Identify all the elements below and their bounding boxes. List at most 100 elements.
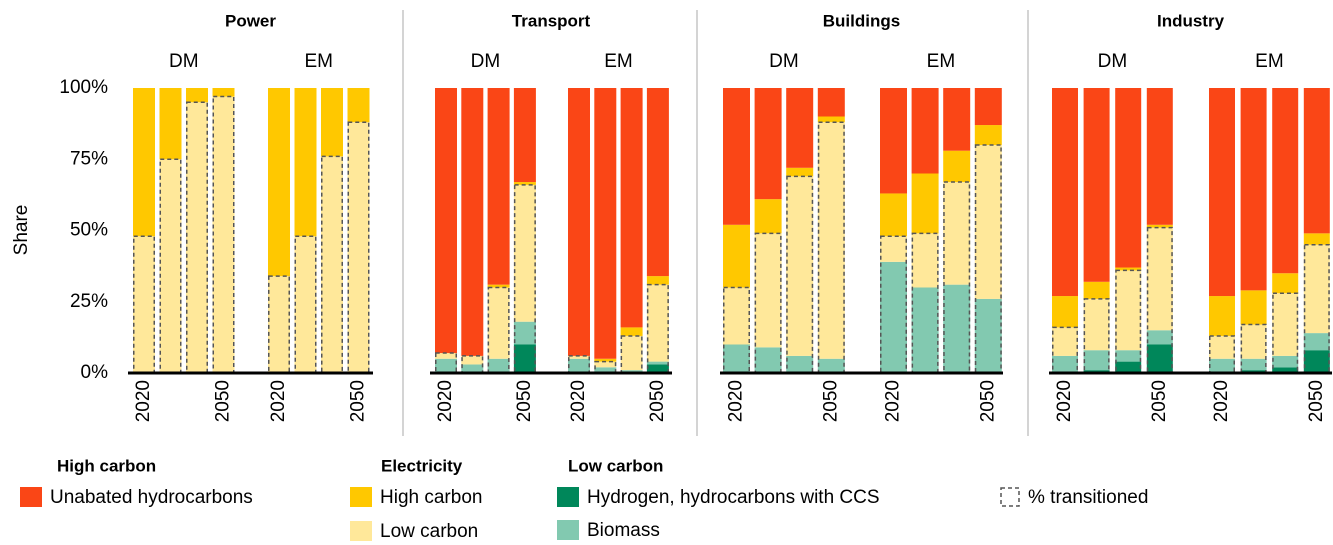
x-tick-label: 2050 (1149, 380, 1170, 422)
legend-group-header: Electricity (381, 456, 463, 475)
transitioned-outline (568, 355, 590, 374)
bar-segment (754, 347, 782, 373)
bar-segment (347, 122, 370, 373)
bar-segment (568, 88, 590, 356)
bar-segment (620, 88, 643, 328)
bar-segment (186, 102, 208, 373)
bar-segment (1146, 330, 1173, 345)
group-label: DM (169, 51, 199, 72)
bar-segment (880, 193, 907, 237)
legend-label: Biomass (587, 520, 660, 541)
bar-segment (1115, 88, 1142, 268)
x-tick-label: 2020 (435, 380, 456, 422)
bar-segment (1083, 88, 1110, 282)
bar-segment (1115, 270, 1142, 351)
bar-segment (1052, 355, 1078, 373)
bar-segment (321, 156, 343, 373)
bar-segment (1146, 344, 1173, 373)
legend-label: High carbon (380, 487, 482, 508)
transitioned-outline (620, 335, 643, 374)
bar-segment (1272, 88, 1299, 274)
bar-segment (620, 335, 643, 371)
bar-segment (513, 321, 536, 345)
panel-title: Buildings (823, 11, 900, 30)
bar-segment (880, 88, 907, 194)
legend-label: % transitioned (1028, 487, 1148, 508)
group-label: DM (769, 51, 799, 72)
bar-segment (1303, 350, 1330, 373)
panel-title: Transport (512, 11, 591, 30)
x-tick-label: 2020 (568, 380, 589, 422)
bar-segment (1115, 361, 1142, 373)
bar-segment (1115, 267, 1142, 271)
bar-segment (880, 261, 907, 373)
transitioned-outline (943, 181, 971, 374)
bar-segment (487, 88, 510, 285)
bar-segment (1209, 335, 1235, 359)
bar-segment (754, 233, 782, 348)
bar-segment (1272, 367, 1299, 373)
x-tick-label: 2020 (1211, 380, 1232, 422)
bar-segment (943, 284, 971, 373)
bar-segment (974, 145, 1002, 299)
bar-segment (817, 122, 845, 359)
bar-segment (594, 367, 617, 373)
bar-segment (754, 88, 782, 200)
bar-segment (186, 88, 208, 103)
bar-segment (513, 344, 536, 373)
bar-segment (568, 358, 590, 373)
bar-segment (212, 96, 235, 374)
y-tick-label: 50% (70, 220, 108, 241)
bar-segment (1303, 333, 1330, 351)
legend-swatch (557, 520, 579, 540)
legend-swatch (557, 487, 579, 507)
bar-segment (321, 88, 343, 157)
legend-label: Hydrogen, hydrocarbons with CCS (587, 487, 880, 508)
bar-segment (817, 116, 845, 123)
bar-segment (212, 88, 235, 97)
bar-segment (723, 344, 750, 373)
bar-segment (513, 184, 536, 322)
bar-segment (786, 355, 814, 373)
legend-swatch (1000, 487, 1020, 507)
bar-segment (943, 150, 971, 183)
bar-segment (487, 287, 510, 359)
x-tick-label: 2050 (1306, 380, 1327, 422)
bar-segment (1115, 350, 1142, 362)
x-tick-label: 2050 (213, 380, 234, 422)
bar-segment (646, 364, 669, 373)
bar-segment (133, 88, 155, 237)
bar-segment (817, 358, 845, 373)
bar-segment (911, 88, 939, 174)
transitioned-outline (159, 158, 182, 374)
bar-segment (1272, 293, 1299, 356)
bar-segment (268, 88, 290, 277)
legend-label: Unabated hydrocarbons (50, 487, 253, 508)
bar-segment (1052, 327, 1078, 356)
bar-segment (646, 88, 669, 277)
transitioned-outline (1272, 292, 1299, 374)
bar-segment (513, 88, 536, 183)
bar-segment (646, 361, 669, 365)
bar-segment (786, 88, 814, 168)
bar-segment (1209, 358, 1235, 373)
bar-segment (1240, 88, 1267, 291)
group-label: EM (305, 51, 334, 72)
x-tick-label: 2020 (726, 380, 747, 422)
bar-segment (1240, 290, 1267, 325)
bar-segment (1240, 358, 1267, 371)
panel-title: Power (225, 11, 276, 30)
bar-segment (461, 355, 484, 365)
bar-segment (1146, 224, 1173, 228)
bar-segment (294, 236, 317, 373)
bar-segment (974, 88, 1002, 126)
bar-segment (1083, 281, 1110, 299)
legend-group-header: Low carbon (568, 456, 663, 475)
bar-segment (646, 276, 669, 285)
bar-segment (723, 287, 750, 345)
bar-segment (620, 327, 643, 336)
panel-title: Industry (1157, 11, 1225, 30)
group-label: EM (1255, 51, 1284, 72)
transitioned-outline (133, 235, 155, 374)
y-tick-label: 75% (70, 148, 108, 169)
